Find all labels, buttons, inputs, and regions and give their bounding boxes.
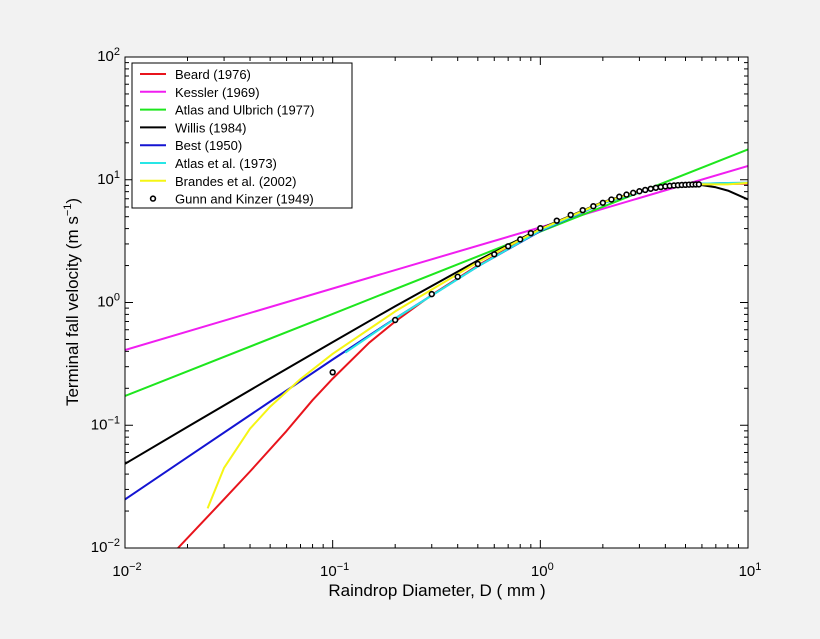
- series-layer: [125, 148, 748, 548]
- series-gunn-and-kinzer-1949-point: [491, 251, 498, 258]
- series-gunn-and-kinzer-1949-point: [391, 316, 399, 324]
- x-tick-label: 101: [739, 561, 762, 580]
- series-gunn-and-kinzer-1949-point: [504, 243, 512, 250]
- series-gunn-and-kinzer-1949-point: [537, 224, 544, 232]
- legend-item-best-1950: Best (1950): [140, 138, 242, 153]
- legend-label: Beard (1976): [175, 67, 251, 82]
- legend-label: Gunn and Kinzer (1949): [175, 192, 314, 207]
- series-gunn-and-kinzer-1949-point: [590, 202, 597, 210]
- series-gunn-and-kinzer-1949-point: [616, 193, 623, 200]
- x-axis-label: Raindrop Diameter, D ( mm ): [328, 581, 545, 600]
- series-gunn-and-kinzer-1949-point: [608, 196, 615, 203]
- legend-label: Brandes et al. (2002): [175, 174, 296, 189]
- legend-item-brandes-et-al-2002: Brandes et al. (2002): [140, 174, 296, 189]
- series-gunn-and-kinzer-1949-point: [329, 369, 336, 376]
- legend-item-gunn-and-kinzer-1949: Gunn and Kinzer (1949): [149, 192, 314, 207]
- series-gunn-and-kinzer-1949-point: [647, 185, 654, 192]
- series-gunn-and-kinzer-1949-point: [553, 217, 560, 224]
- x-tick-label: 10−2: [112, 561, 141, 580]
- legend-label: Willis (1984): [175, 120, 247, 135]
- legend-item-atlas-and-ulbrich-1977: Atlas and Ulbrich (1977): [140, 103, 314, 118]
- series-gunn-and-kinzer-1949-point: [642, 186, 649, 194]
- series-gunn-and-kinzer-1949-point: [599, 199, 607, 206]
- y-tick-label: 102: [97, 46, 120, 65]
- legend: Beard (1976) Kessler (1969) Atlas and Ulbr…: [131, 62, 353, 209]
- legend-box: [131, 62, 353, 209]
- legend-item-atlas-et-al-1973: Atlas et al. (1973): [140, 156, 277, 171]
- series-gunn-and-kinzer-1949-point: [428, 290, 435, 298]
- series-kessler-1969-line: [125, 164, 748, 351]
- series-gunn-and-kinzer-1949-point: [629, 189, 637, 197]
- legend-item-kessler-1969: Kessler (1969): [140, 85, 260, 100]
- legend-label: Atlas et al. (1973): [175, 156, 277, 171]
- plot-frame: [124, 56, 749, 549]
- series-gunn-and-kinzer-1949-point: [474, 260, 482, 268]
- y-tick-label: 101: [97, 169, 120, 188]
- x-tick-label: 100: [531, 561, 554, 580]
- legend-label: Kessler (1969): [175, 85, 260, 100]
- y-tick-label: 10−1: [91, 414, 120, 433]
- series-gunn-and-kinzer-1949-point: [636, 188, 643, 195]
- y-tick-label: 100: [97, 292, 120, 311]
- series-gunn-and-kinzer-1949-point: [517, 236, 524, 243]
- legend-label: Atlas and Ulbrich (1977): [175, 103, 314, 118]
- y-axis-label: Terminal fall velocity (m s−1): [62, 198, 82, 406]
- series-gunn-and-kinzer-1949-point: [579, 206, 586, 214]
- series-gunn-and-kinzer-1949-point: [623, 191, 630, 198]
- y-tick-label: 10−2: [91, 537, 120, 556]
- legend-marker: [149, 195, 157, 202]
- series-gunn-and-kinzer-1949-point: [652, 184, 660, 191]
- series-gunn-and-kinzer-1949-point: [454, 273, 461, 280]
- legend-label: Best (1950): [175, 138, 242, 153]
- x-tick-label: 10−1: [320, 561, 349, 580]
- legend-item-beard-1976: Beard (1976): [140, 67, 251, 82]
- series-gunn-and-kinzer-1949-point: [695, 181, 703, 188]
- series-gunn-and-kinzer-1949-point: [567, 211, 574, 219]
- ticks-layer: 10−2 10−1 100 101 10−2 10−1 100 101 102: [91, 46, 762, 580]
- legend-item-willis-1984: Willis (1984): [140, 120, 247, 135]
- series-gunn-and-kinzer-1949-point: [527, 229, 535, 237]
